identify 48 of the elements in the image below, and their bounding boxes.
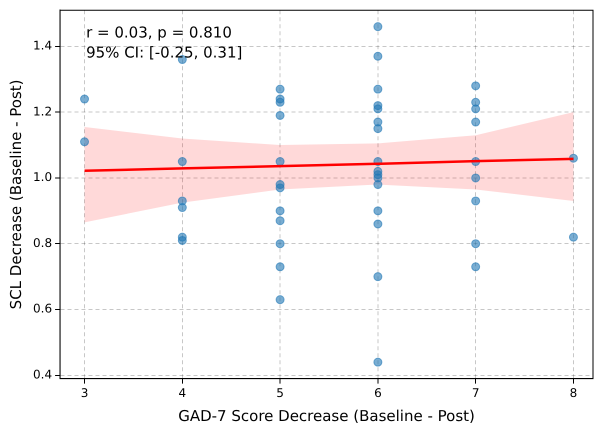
point	[373, 180, 382, 190]
point	[276, 216, 285, 226]
x-axis-title: GAD-7 Score Decrease (Baseline - Post)	[178, 406, 475, 425]
point	[178, 157, 187, 166]
y-tick-label: 1.0	[32, 170, 52, 184]
point	[373, 220, 382, 229]
point	[80, 94, 90, 104]
point	[276, 239, 285, 248]
annotation: 95% CI: [-0.25, 0.31]	[86, 44, 242, 62]
point	[373, 206, 382, 216]
point	[276, 295, 285, 304]
point	[471, 262, 480, 272]
point	[178, 236, 187, 245]
y-tick-label: 0.8	[32, 236, 52, 250]
point	[276, 262, 285, 272]
x-tick-label: 3	[80, 386, 88, 400]
point	[276, 98, 285, 107]
x-tick-label: 6	[374, 386, 382, 400]
point	[373, 104, 382, 114]
point	[178, 203, 187, 212]
y-tick-label: 1.2	[32, 104, 52, 118]
point	[373, 84, 382, 94]
point	[276, 183, 285, 192]
point	[373, 272, 382, 282]
point	[373, 358, 382, 367]
point	[568, 232, 578, 242]
point	[276, 84, 285, 94]
y-tick-label: 0.6	[32, 302, 52, 316]
y-tick-label: 1.4	[32, 38, 52, 53]
point	[471, 239, 480, 248]
x-tick-label: 8	[570, 386, 578, 400]
y-tick-label: 0.4	[32, 367, 52, 382]
point	[471, 173, 480, 182]
point	[373, 52, 382, 61]
y-axis-title: SCL Decrease (Baseline - Post)	[6, 79, 25, 310]
point	[276, 206, 285, 216]
annotation: r = 0.03, p = 0.810	[86, 24, 232, 42]
point	[373, 124, 382, 134]
point	[80, 137, 90, 146]
point	[471, 104, 480, 114]
point	[471, 196, 480, 206]
x-tick-label: 5	[276, 386, 284, 400]
point	[471, 81, 480, 90]
point	[373, 22, 382, 32]
x-tick-label: 4	[178, 386, 186, 400]
point	[471, 118, 480, 127]
x-tick-label: 7	[472, 386, 480, 400]
point	[276, 110, 285, 120]
